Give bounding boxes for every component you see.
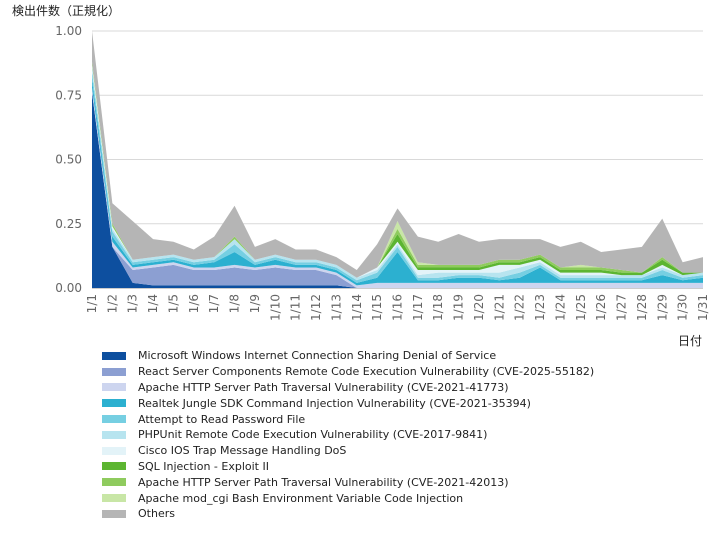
- series-area: [92, 92, 703, 289]
- legend-label: PHPUnit Remote Code Execution Vulnerabil…: [138, 428, 488, 442]
- legend-swatch: [102, 351, 126, 360]
- x-tick-label: 1/31: [696, 294, 710, 321]
- x-tick-label: 1/26: [594, 294, 608, 321]
- x-tick-label: 1/2: [105, 294, 119, 313]
- legend-swatch: [102, 494, 126, 503]
- x-tick-label: 1/9: [248, 294, 262, 313]
- legend-item: Attempt to Read Password File: [102, 411, 594, 427]
- legend-label: Microsoft Windows Internet Connection Sh…: [138, 349, 497, 363]
- series-area: [92, 64, 703, 278]
- x-tick-label: 1/1: [85, 294, 99, 313]
- x-tick-label: 1/13: [329, 294, 343, 321]
- x-tick-label: 1/6: [187, 294, 201, 313]
- y-tick-label: 0.00: [55, 281, 82, 295]
- y-tick-label: 0.25: [55, 217, 82, 231]
- legend: Microsoft Windows Internet Connection Sh…: [102, 348, 594, 522]
- x-tick-label: 1/7: [207, 294, 221, 313]
- x-tick-label: 1/4: [146, 294, 160, 313]
- x-tick-label: 1/16: [391, 294, 405, 321]
- x-tick-label: 1/27: [615, 294, 629, 321]
- legend-item: Apache HTTP Server Path Traversal Vulner…: [102, 380, 594, 396]
- x-tick-label: 1/14: [350, 294, 364, 321]
- x-tick-label: 1/3: [126, 294, 140, 313]
- y-tick-label: 0.50: [55, 153, 82, 167]
- legend-item: Cisco IOS Trap Message Handling DoS: [102, 443, 594, 459]
- legend-item: SQL Injection - Exploit II: [102, 459, 594, 475]
- legend-label: Realtek Jungle SDK Command Injection Vul…: [138, 396, 531, 410]
- y-tick-label: 1.00: [55, 24, 82, 38]
- x-tick-label: 1/24: [553, 294, 567, 321]
- legend-label: Apache HTTP Server Path Traversal Vulner…: [138, 475, 509, 489]
- legend-label: Apache mod_cgi Bash Environment Variable…: [138, 491, 464, 505]
- x-tick-label: 1/11: [289, 294, 303, 321]
- x-tick-label: 1/10: [268, 294, 282, 321]
- x-tick-label: 1/5: [166, 294, 180, 313]
- legend-item: React Server Components Remote Code Exec…: [102, 364, 594, 380]
- legend-swatch: [102, 446, 126, 455]
- legend-label: SQL Injection - Exploit II: [138, 459, 269, 473]
- legend-item: Realtek Jungle SDK Command Injection Vul…: [102, 395, 594, 411]
- x-tick-label: 1/22: [513, 294, 527, 321]
- legend-swatch: [102, 415, 126, 424]
- y-tick-labels: 0.00 0.25 0.50 0.75 1.00: [55, 24, 82, 295]
- x-tick-label: 1/20: [472, 294, 486, 321]
- legend-item: Microsoft Windows Internet Connection Sh…: [102, 348, 594, 364]
- y-tick-label: 0.75: [55, 88, 82, 102]
- series-area: [92, 66, 703, 281]
- legend-item: Apache HTTP Server Path Traversal Vulner…: [102, 474, 594, 490]
- legend-label: React Server Components Remote Code Exec…: [138, 365, 595, 379]
- legend-label: Cisco IOS Trap Message Handling DoS: [138, 444, 347, 458]
- legend-swatch: [102, 478, 126, 487]
- legend-item: Apache mod_cgi Bash Environment Variable…: [102, 490, 594, 506]
- legend-swatch: [102, 462, 126, 471]
- x-tick-label: 1/29: [655, 294, 669, 321]
- legend-swatch: [102, 399, 126, 408]
- x-tick-labels: 1/1 1/2 1/3 1/4 1/5 1/6 1/7 1/8 1/9 1/10 1/11 1/12 1…: [85, 294, 710, 321]
- x-tick-label: 1/21: [492, 294, 506, 321]
- x-tick-label: 1/28: [635, 294, 649, 321]
- legend-swatch: [102, 383, 126, 392]
- legend-label: Attempt to Read Password File: [138, 412, 306, 426]
- x-tick-label: 1/19: [452, 294, 466, 321]
- legend-label: Others: [138, 507, 175, 521]
- series-area: [92, 79, 703, 286]
- series-area: [92, 72, 703, 283]
- legend-swatch: [102, 367, 126, 376]
- x-tick-label: 1/25: [574, 294, 588, 321]
- x-tick-label: 1/8: [228, 294, 242, 313]
- legend-label: Apache HTTP Server Path Traversal Vulner…: [138, 380, 509, 394]
- stacked-areas: [92, 31, 703, 289]
- legend-item: PHPUnit Remote Code Execution Vulnerabil…: [102, 427, 594, 443]
- x-tick-label: 1/18: [431, 294, 445, 321]
- x-tick-label: 1/17: [411, 294, 425, 321]
- x-tick-label: 1/23: [533, 294, 547, 321]
- legend-swatch: [102, 509, 126, 518]
- x-tick-label: 1/12: [309, 294, 323, 321]
- y-axis-title: 検出件数（正規化）: [12, 3, 120, 18]
- x-tick-label: 1/15: [370, 294, 384, 321]
- x-tick-label: 1/30: [676, 294, 690, 321]
- legend-swatch: [102, 430, 126, 439]
- series-area: [92, 31, 703, 278]
- x-axis-title: 日付: [678, 334, 702, 348]
- legend-item: Others: [102, 506, 594, 522]
